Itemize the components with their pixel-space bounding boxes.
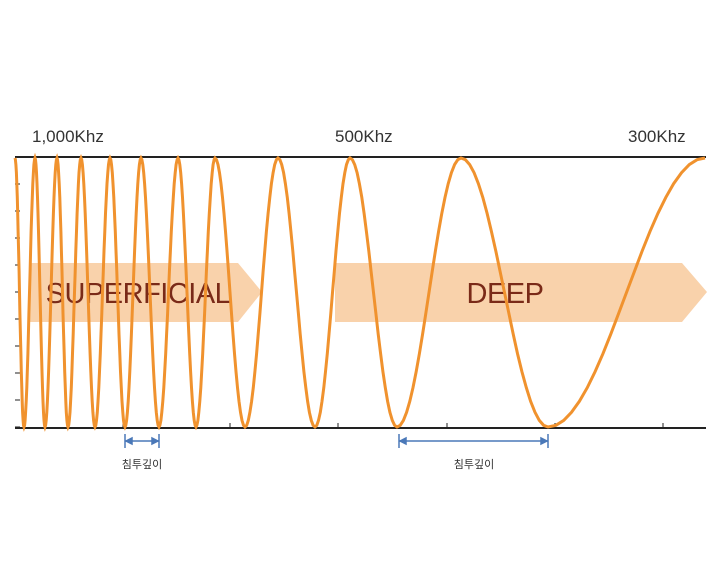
frequency-label: 500Khz xyxy=(335,127,393,146)
wave xyxy=(13,152,706,432)
frequency-label: 1,000Khz xyxy=(32,127,104,146)
depth-label: 침투깊이 xyxy=(454,458,494,471)
frequency-label: 300Khz xyxy=(628,127,686,146)
depth-marker xyxy=(124,434,549,448)
depth-label: 침투깊이 xyxy=(122,458,162,471)
zone-label: SUPERFICIAL xyxy=(46,278,231,310)
